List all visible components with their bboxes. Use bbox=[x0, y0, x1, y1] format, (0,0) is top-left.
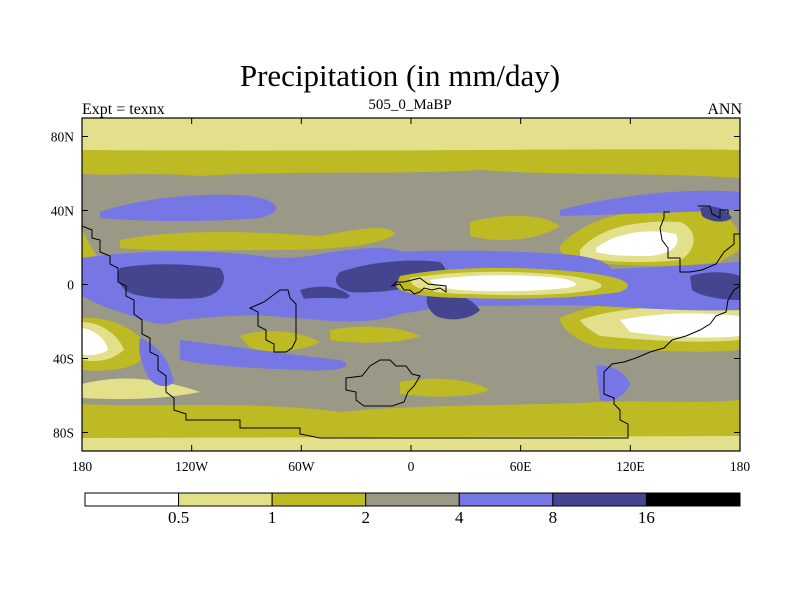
x-tick-label: 120E bbox=[616, 459, 645, 474]
period-label: 505_0_MaBP bbox=[368, 97, 452, 113]
colorbar-label: 4 bbox=[455, 508, 464, 527]
y-axis: 80N 40N 0 40S 80S bbox=[51, 130, 740, 441]
colorbar-label: 8 bbox=[548, 508, 558, 527]
x-tick-label: 60W bbox=[288, 459, 315, 474]
precipitation-field bbox=[82, 118, 740, 451]
map-title: Precipitation (in mm/day) bbox=[239, 58, 561, 93]
colorbar-swatch bbox=[271, 492, 367, 507]
colorbar bbox=[84, 492, 741, 507]
x-tick-label: 180 bbox=[730, 459, 751, 474]
colorbar-swatch bbox=[178, 492, 273, 507]
season-label: ANN bbox=[707, 101, 742, 118]
x-tick-label: 0 bbox=[408, 459, 415, 474]
colorbar-swatch bbox=[365, 492, 460, 507]
y-tick-label: 80N bbox=[51, 130, 75, 145]
colorbar-label: 2 bbox=[361, 508, 370, 527]
y-tick-label: 40N bbox=[51, 204, 75, 219]
colorbar-swatch bbox=[84, 492, 180, 507]
colorbar-swatch bbox=[458, 492, 554, 507]
experiment-label: Expt = texnx bbox=[82, 101, 165, 118]
colorbar-label: 1 bbox=[267, 508, 277, 527]
colorbar-label: 16 bbox=[637, 508, 655, 527]
y-tick-label: 80S bbox=[53, 426, 74, 441]
colorbar-label: 0.5 bbox=[167, 508, 190, 527]
y-tick-label: 40S bbox=[53, 352, 74, 367]
x-tick-label: 60E bbox=[510, 459, 532, 474]
continent-outlines bbox=[82, 205, 740, 439]
x-tick-label: 120W bbox=[175, 459, 208, 474]
x-axis: 180 120W 60W 0 60E 120E 180 bbox=[72, 118, 751, 474]
colorbar-swatch bbox=[645, 492, 741, 507]
y-tick-label: 0 bbox=[67, 278, 74, 293]
colorbar-swatch bbox=[552, 492, 647, 507]
x-tick-label: 180 bbox=[72, 459, 93, 474]
